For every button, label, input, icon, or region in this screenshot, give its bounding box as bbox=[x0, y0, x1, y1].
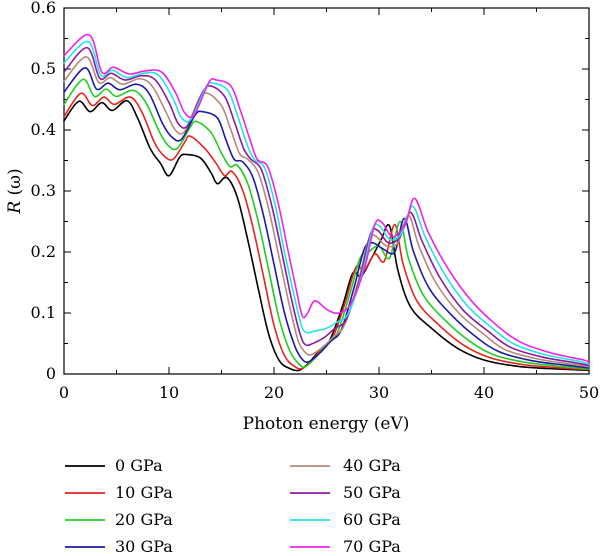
y-axis: 0 0.1 0.2 0.3 0.4 0.5 0.6 bbox=[31, 0, 589, 383]
series-line-10-gpa bbox=[63, 92, 590, 371]
x-axis: 0 10 20 30 40 50 bbox=[59, 8, 599, 402]
plot-area-frame bbox=[63, 7, 590, 375]
series-line-70-gpa bbox=[63, 33, 590, 364]
series-line-0-gpa bbox=[63, 99, 590, 372]
x-tick-label: 10 bbox=[159, 383, 179, 402]
y-tick-label: 0.1 bbox=[31, 303, 56, 322]
legend-label: 40 GPa bbox=[343, 456, 401, 475]
series-line-30-gpa bbox=[63, 66, 590, 369]
y-axis-title: R (ω) bbox=[5, 168, 25, 214]
y-tick-label: 0.3 bbox=[31, 181, 56, 200]
x-tick-label: 20 bbox=[264, 383, 284, 402]
series-line-60-gpa bbox=[63, 40, 590, 366]
legend-label: 10 GPa bbox=[115, 483, 173, 502]
x-tick-label: 0 bbox=[59, 383, 69, 402]
y-tick-label: 0.5 bbox=[31, 59, 56, 78]
y-tick-label: 0.6 bbox=[31, 0, 56, 17]
x-tick-label: 30 bbox=[369, 383, 389, 402]
x-axis-title: Photon energy (eV) bbox=[243, 414, 410, 434]
y-tick-label: 0 bbox=[46, 364, 56, 383]
y-tick-label: 0.4 bbox=[31, 120, 56, 139]
legend-label: 30 GPa bbox=[115, 537, 173, 556]
y-tick-label: 0.2 bbox=[31, 242, 56, 261]
series-lines bbox=[63, 33, 590, 372]
legend-label: 70 GPa bbox=[343, 537, 401, 556]
legend-label: 50 GPa bbox=[343, 483, 401, 502]
legend-label: 20 GPa bbox=[115, 510, 173, 529]
legend-label: 60 GPa bbox=[343, 510, 401, 529]
series-line-40-gpa bbox=[63, 55, 590, 368]
legend: 0 GPa 10 GPa 20 GPa 30 GPa 40 GPa 50 GPa 60 GP… bbox=[65, 456, 401, 556]
series-line-50-gpa bbox=[63, 46, 590, 367]
x-tick-label: 40 bbox=[474, 383, 494, 402]
x-tick-label: 50 bbox=[579, 383, 599, 402]
legend-label: 0 GPa bbox=[115, 456, 163, 475]
series-line-20-gpa bbox=[63, 78, 590, 370]
